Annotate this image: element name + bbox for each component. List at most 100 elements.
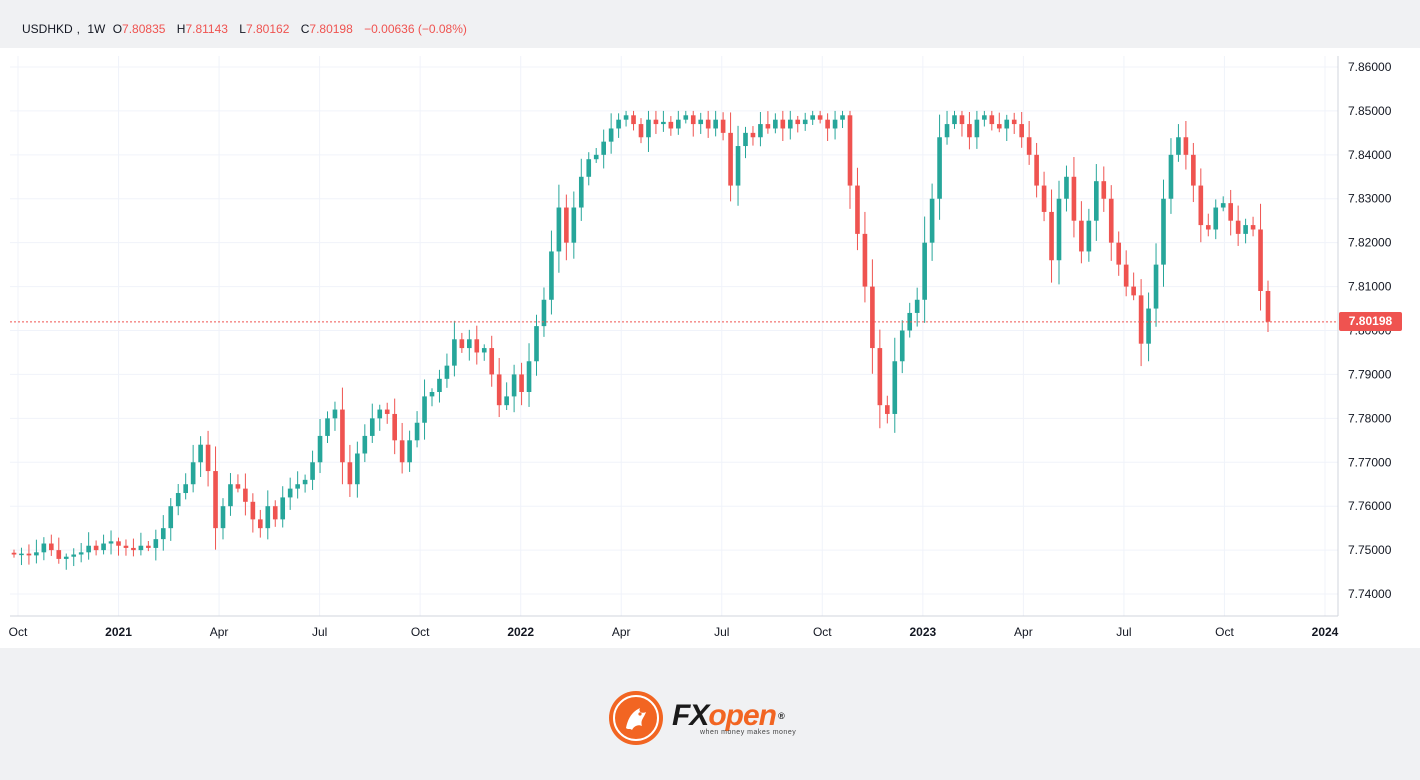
- candle[interactable]: [198, 436, 203, 477]
- candle[interactable]: [787, 110, 793, 140]
- candle[interactable]: [1064, 165, 1069, 212]
- candle[interactable]: [870, 259, 875, 374]
- candle[interactable]: [623, 110, 629, 127]
- candle[interactable]: [1213, 199, 1219, 240]
- candle[interactable]: [780, 110, 786, 141]
- candle[interactable]: [138, 532, 144, 556]
- candle[interactable]: [407, 430, 412, 472]
- candle[interactable]: [1004, 114, 1010, 141]
- candle[interactable]: [26, 544, 32, 565]
- candle[interactable]: [71, 548, 77, 567]
- candle[interactable]: [1041, 171, 1047, 222]
- candle[interactable]: [49, 534, 54, 556]
- candle[interactable]: [258, 509, 263, 538]
- candle[interactable]: [802, 112, 808, 131]
- candle[interactable]: [1235, 205, 1241, 246]
- candle[interactable]: [325, 411, 330, 443]
- candle[interactable]: [399, 422, 405, 474]
- candle[interactable]: [795, 115, 801, 133]
- candle[interactable]: [78, 542, 84, 563]
- candle[interactable]: [504, 382, 509, 411]
- candle[interactable]: [228, 473, 233, 516]
- candle[interactable]: [287, 477, 293, 510]
- candle[interactable]: [1079, 201, 1084, 264]
- candle[interactable]: [280, 486, 286, 528]
- candle[interactable]: [1123, 250, 1129, 297]
- candle[interactable]: [616, 113, 621, 138]
- candle[interactable]: [937, 114, 942, 220]
- candle[interactable]: [265, 490, 271, 540]
- candle[interactable]: [907, 302, 913, 338]
- candle[interactable]: [914, 287, 920, 327]
- candle[interactable]: [205, 430, 211, 487]
- candle[interactable]: [41, 537, 47, 561]
- candle[interactable]: [519, 362, 524, 406]
- candle[interactable]: [1049, 189, 1054, 283]
- candle[interactable]: [892, 337, 898, 433]
- candle[interactable]: [1131, 272, 1136, 301]
- candle[interactable]: [459, 332, 465, 353]
- candle[interactable]: [347, 444, 353, 497]
- candle[interactable]: [586, 152, 592, 186]
- candle[interactable]: [452, 320, 457, 377]
- candle[interactable]: [1265, 280, 1271, 333]
- candle[interactable]: [168, 498, 174, 541]
- legend-interval[interactable]: 1W: [87, 22, 106, 36]
- candle[interactable]: [429, 388, 435, 407]
- candle[interactable]: [698, 112, 704, 134]
- candle[interactable]: [496, 357, 502, 418]
- candle[interactable]: [862, 211, 868, 303]
- candle[interactable]: [638, 118, 644, 144]
- candle[interactable]: [1101, 166, 1107, 212]
- candle[interactable]: [19, 547, 24, 566]
- candle[interactable]: [773, 113, 778, 134]
- candle[interactable]: [1153, 243, 1159, 327]
- candle[interactable]: [1146, 292, 1151, 362]
- candle[interactable]: [982, 110, 987, 127]
- candle[interactable]: [855, 167, 860, 251]
- candle[interactable]: [899, 320, 905, 374]
- candle[interactable]: [272, 500, 278, 527]
- candle[interactable]: [355, 441, 360, 498]
- candle[interactable]: [661, 110, 666, 132]
- candle[interactable]: [989, 110, 995, 131]
- candle[interactable]: [1220, 196, 1226, 212]
- candle[interactable]: [235, 474, 241, 493]
- candle[interactable]: [549, 230, 554, 315]
- candle[interactable]: [840, 110, 845, 129]
- candle[interactable]: [690, 110, 696, 137]
- candle[interactable]: [728, 112, 733, 202]
- candle[interactable]: [243, 473, 248, 516]
- candle[interactable]: [832, 110, 838, 140]
- candle[interactable]: [967, 112, 972, 150]
- candle[interactable]: [160, 515, 166, 551]
- candle[interactable]: [578, 158, 584, 221]
- candle[interactable]: [377, 404, 383, 431]
- candle[interactable]: [1176, 124, 1181, 162]
- candle[interactable]: [123, 539, 129, 556]
- candle[interactable]: [317, 419, 323, 474]
- candle[interactable]: [11, 549, 17, 558]
- candle[interactable]: [1205, 213, 1211, 237]
- candle[interactable]: [63, 553, 69, 570]
- candle[interactable]: [444, 353, 450, 388]
- candle[interactable]: [631, 110, 636, 131]
- candle[interactable]: [743, 126, 748, 159]
- candle[interactable]: [668, 116, 674, 136]
- candle[interactable]: [564, 194, 569, 261]
- candle[interactable]: [116, 537, 121, 556]
- candle[interactable]: [877, 329, 883, 429]
- candle[interactable]: [414, 411, 420, 448]
- candle[interactable]: [1094, 164, 1099, 241]
- candle[interactable]: [922, 216, 927, 323]
- candle[interactable]: [758, 112, 763, 147]
- candle[interactable]: [1161, 179, 1166, 287]
- candle[interactable]: [1116, 231, 1122, 276]
- candle[interactable]: [213, 446, 218, 550]
- candle[interactable]: [735, 125, 741, 206]
- candle[interactable]: [422, 379, 427, 440]
- candle[interactable]: [556, 184, 562, 273]
- candle[interactable]: [146, 541, 151, 552]
- candle[interactable]: [1243, 218, 1248, 244]
- candle[interactable]: [1138, 279, 1144, 367]
